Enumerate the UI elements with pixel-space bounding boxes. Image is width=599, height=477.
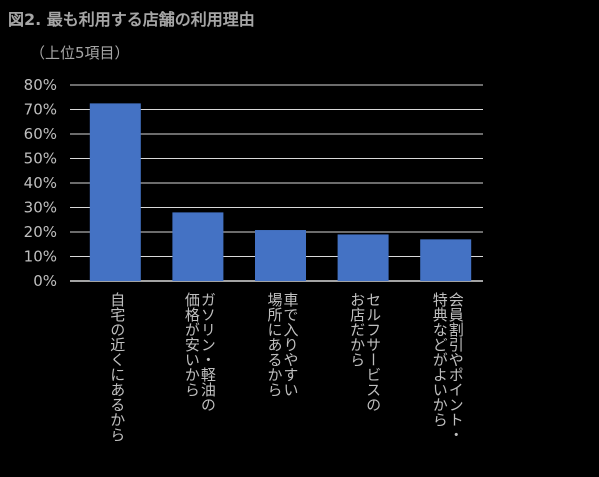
x-category-label: セルフサービスの — [364, 292, 382, 412]
x-category-label: ガソリン・軽油の — [199, 292, 217, 412]
x-category-label: 車で入りやすい — [282, 292, 300, 397]
bar-5 — [420, 239, 472, 281]
y-tick-label: 0% — [33, 272, 57, 290]
y-tick-label: 40% — [24, 174, 57, 192]
x-category-label: 価格が安いから — [183, 292, 201, 397]
bar-3 — [255, 230, 306, 281]
x-category-label: 会員割引やポイント・ — [447, 292, 465, 442]
bar-4 — [337, 234, 389, 281]
y-tick-label: 50% — [24, 150, 57, 168]
y-tick-label: 20% — [24, 223, 57, 241]
bar-2 — [172, 212, 224, 281]
chart-title: 図2. 最も利用する店舗の利用理由 — [8, 10, 255, 29]
y-tick-label: 10% — [24, 248, 57, 266]
chart-subtitle: （上位5項目） — [30, 44, 130, 62]
x-category-label: 特典などがよいから — [431, 292, 449, 427]
bar-1 — [89, 103, 141, 281]
y-tick-label: 60% — [24, 125, 57, 143]
bars — [89, 103, 472, 281]
y-tick-label: 80% — [24, 76, 57, 94]
x-category-label: 自宅の近くにあるから — [108, 292, 126, 442]
x-category-label: 場所にあるから — [266, 292, 284, 397]
y-tick-label: 30% — [24, 199, 57, 217]
y-tick-label: 70% — [24, 101, 57, 119]
x-category-label: お店だから — [348, 292, 366, 367]
y-axis-ticks: 0% 10% 20% 30% 40% 50% 60% 70% 80% — [24, 76, 57, 290]
